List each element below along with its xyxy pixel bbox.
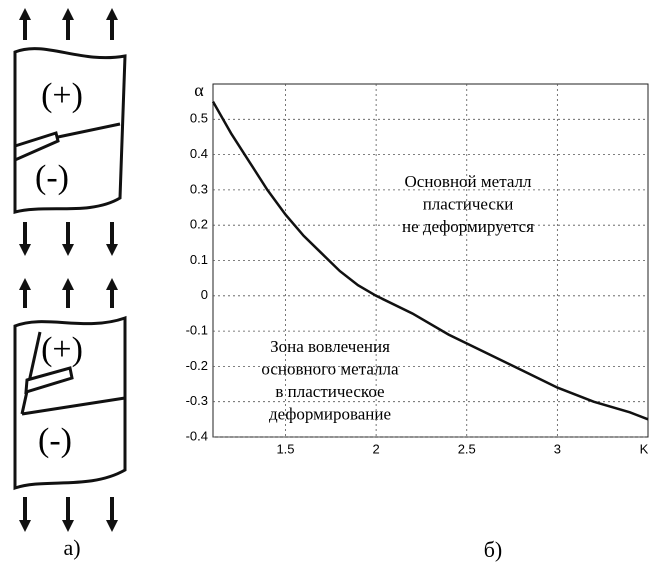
- arrow-head: [62, 278, 74, 290]
- annotation: в пластическое: [275, 382, 384, 401]
- arrow-head: [62, 244, 74, 256]
- specimen: [13, 315, 127, 491]
- arrow-head: [19, 278, 31, 290]
- arrow-head: [106, 520, 118, 532]
- zone-label: (-): [35, 159, 69, 196]
- arrow-head: [62, 520, 74, 532]
- data-line: [211, 101, 649, 421]
- arrow-head: [19, 8, 31, 20]
- arrow-head: [19, 244, 31, 256]
- arrow-head: [106, 278, 118, 290]
- interface: [21, 396, 126, 416]
- annotation: не деформируется: [402, 217, 534, 236]
- x-tick-label: 2: [373, 441, 380, 456]
- arrow-head: [106, 8, 118, 20]
- panel-label: б): [484, 537, 503, 562]
- annotation: основного металла: [261, 359, 399, 378]
- x-tick-label: 1.5: [276, 441, 294, 456]
- diagram: (+) (-) (+) (-): [13, 47, 127, 491]
- y-tick-label: 0.1: [190, 252, 208, 267]
- zone-label: (+): [41, 77, 83, 114]
- annotation: Основной металл: [405, 172, 533, 191]
- y-tick-label: 0.5: [190, 111, 208, 126]
- annotation: деформирование: [269, 404, 391, 423]
- panel-label: а): [63, 535, 80, 560]
- x-tick-label: 3: [554, 441, 561, 456]
- edge: [20, 331, 42, 415]
- annotation: пластически: [423, 194, 514, 213]
- crack: [24, 366, 74, 395]
- y-tick-label: 0.3: [190, 181, 208, 196]
- y-axis-label: α: [194, 80, 204, 100]
- annotation: Зона вовлечения: [270, 337, 390, 356]
- interface: [57, 122, 121, 139]
- x-axis-label: K: [640, 441, 649, 456]
- y-tick-label: 0.4: [190, 146, 208, 161]
- crack: [13, 131, 60, 163]
- y-tick-label: -0.4: [186, 428, 208, 443]
- arrow-head: [19, 520, 31, 532]
- zone-label: (+): [41, 331, 83, 368]
- y-tick-label: -0.2: [186, 358, 208, 373]
- arrow-head: [62, 8, 74, 20]
- arrow-head: [106, 244, 118, 256]
- zone-label: (-): [38, 422, 72, 459]
- x-tick-label: 2.5: [458, 441, 476, 456]
- y-tick-label: 0: [201, 287, 208, 302]
- y-tick-label: -0.3: [186, 393, 208, 408]
- y-tick-label: 0.2: [190, 217, 208, 232]
- specimen: [13, 47, 127, 214]
- y-tick-label: -0.1: [186, 323, 208, 338]
